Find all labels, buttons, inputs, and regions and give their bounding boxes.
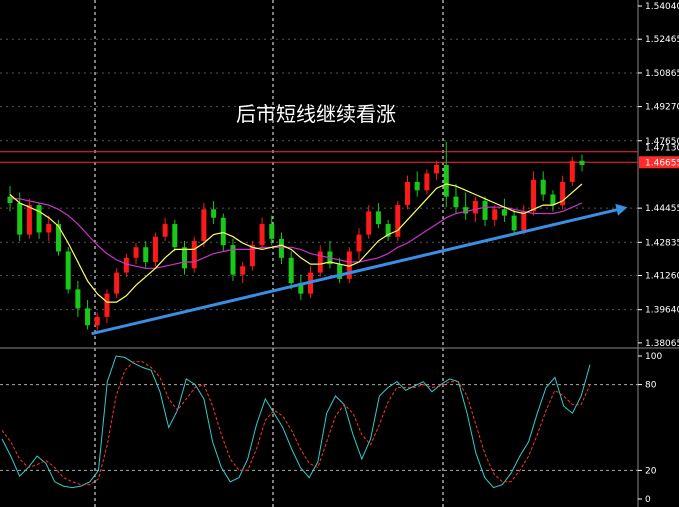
candle-body-17 — [172, 224, 178, 248]
price-tick-label-0: 1.54040 — [645, 2, 679, 12]
candle-body-16 — [162, 224, 168, 237]
candle-body-5 — [55, 224, 61, 252]
price-tag-label-0: 1.47130 — [645, 144, 679, 154]
candle-body-48 — [472, 200, 478, 214]
candle-body-28 — [278, 238, 284, 258]
candle-body-32 — [317, 251, 323, 273]
candle-body-29 — [288, 257, 294, 284]
candle-body-20 — [201, 209, 207, 241]
candle-body-38 — [375, 211, 381, 225]
candlestick-series — [7, 141, 585, 334]
candle-body-22 — [220, 217, 226, 246]
candle-body-4 — [46, 224, 52, 233]
candle-body-12 — [123, 257, 129, 273]
candle-body-30 — [298, 283, 304, 294]
price-tag-label-1: 1.46655 — [645, 158, 679, 168]
price-tick-label-4: 1.47650 — [645, 137, 679, 147]
price-tick-label-1: 1.52465 — [645, 35, 679, 45]
price-axis: 1.54040 1.52465 1.50865 1.49270 1.47650 1.444… — [638, 2, 679, 505]
candle-body-23 — [230, 245, 236, 275]
candle-body-25 — [249, 245, 255, 267]
trendline-group — [91, 203, 628, 336]
price-tick-label-5: 1.44455 — [645, 204, 679, 214]
candle-body-11 — [114, 272, 120, 294]
ma-fast-line — [9, 183, 583, 303]
candle-body-18 — [182, 247, 188, 269]
moving-average-lines — [9, 183, 583, 303]
candle-body-2 — [26, 205, 32, 235]
price-tick-label-9: 1.38065 — [645, 339, 679, 349]
price-tags: 1.47130 1.46655 — [639, 144, 679, 169]
candle-body-57 — [560, 181, 566, 206]
candle-body-10 — [104, 293, 110, 317]
candle-body-34 — [337, 264, 343, 279]
candle-body-58 — [569, 160, 575, 182]
candle-body-37 — [366, 211, 372, 235]
candle-body-6 — [65, 251, 71, 290]
stochastic-oscillator — [0, 355, 638, 489]
candle-body-45 — [443, 165, 449, 197]
candle-body-19 — [191, 240, 197, 269]
stoch-tick-label-1: 80 — [645, 381, 657, 391]
candle-body-26 — [259, 224, 265, 246]
candle-body-56 — [550, 194, 556, 206]
candle-body-53 — [521, 211, 527, 231]
candle-body-43 — [424, 173, 430, 191]
candle-body-14 — [143, 247, 149, 263]
candle-body-8 — [85, 308, 91, 326]
chart-annotation: 后市短线继续看涨 — [236, 102, 396, 126]
candle-body-51 — [501, 209, 507, 216]
candle-body-47 — [463, 207, 469, 214]
stoch-d-line — [1, 361, 591, 486]
price-tick-label-3: 1.49270 — [645, 103, 679, 113]
candle-body-36 — [356, 234, 362, 252]
trendline-arrowhead — [615, 203, 628, 216]
candle-body-50 — [492, 209, 498, 220]
candle-body-39 — [385, 224, 391, 237]
price-tick-label-8: 1.39640 — [645, 306, 679, 316]
candle-body-59 — [579, 160, 585, 166]
candle-body-15 — [152, 236, 158, 263]
candle-body-7 — [75, 289, 81, 309]
candle-body-24 — [240, 266, 246, 275]
candle-body-46 — [453, 196, 459, 208]
candle-body-21 — [211, 209, 217, 218]
candle-body-49 — [482, 200, 488, 220]
candle-body-54 — [531, 179, 537, 212]
candle-body-3 — [36, 205, 42, 233]
price-tick-label-6: 1.42835 — [645, 238, 679, 248]
candle-body-9 — [94, 316, 100, 326]
candle-body-40 — [395, 205, 401, 237]
candle-body-52 — [511, 215, 517, 231]
stoch-tick-label-0: 100 — [645, 352, 662, 362]
trendline — [91, 207, 622, 336]
ma-slow-line — [10, 198, 583, 269]
price-tag-bg-1 — [639, 156, 679, 169]
candle-body-35 — [346, 251, 352, 279]
candle-body-41 — [404, 181, 410, 206]
stoch-k-line — [1, 355, 591, 489]
candle-body-0 — [7, 196, 13, 203]
candle-body-1 — [17, 202, 23, 235]
candle-body-13 — [133, 247, 139, 258]
candle-body-44 — [434, 165, 440, 174]
candle-body-55 — [540, 179, 546, 195]
price-level-lines — [0, 151, 638, 163]
candle-body-27 — [269, 224, 275, 239]
stoch-tick-label-3: 0 — [645, 495, 651, 505]
stoch-tick-label-2: 20 — [645, 466, 657, 476]
price-tick-label-2: 1.50865 — [645, 69, 679, 79]
price-tick-label-7: 1.41260 — [645, 272, 679, 282]
candle-body-42 — [414, 181, 420, 191]
